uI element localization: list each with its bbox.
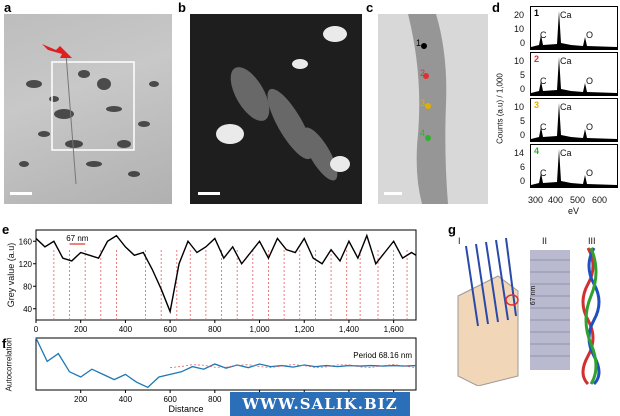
point-label-3: 3 bbox=[420, 98, 426, 108]
panel-label-a: a bbox=[4, 0, 12, 15]
point-label-4: 4 bbox=[420, 128, 426, 138]
profile-xtick-label: 0 bbox=[34, 325, 39, 334]
profile-xtick-label: 1,600 bbox=[384, 325, 405, 334]
spectra-xtick-300: 300 bbox=[528, 195, 544, 205]
profile-xtick-label: 1,200 bbox=[294, 325, 315, 334]
panel-label-f: f bbox=[2, 336, 7, 351]
spectra-ylabel: Counts (a.u) / 1,000 bbox=[495, 73, 505, 144]
autocorr-xtick-label: 200 bbox=[74, 395, 88, 404]
spectra-xlabel: eV bbox=[568, 206, 580, 216]
profile-frame bbox=[35, 229, 417, 321]
spectrum-3-ytick: 5 bbox=[520, 116, 526, 126]
period-annotation: 67 nm bbox=[66, 234, 89, 243]
schematic-label-I: I bbox=[458, 236, 461, 246]
autocorr-line bbox=[35, 337, 417, 389]
panel-label-d: d bbox=[492, 0, 500, 15]
spectrum-4-ytick: 14 bbox=[514, 148, 525, 158]
spectrum-1-ytick: 10 bbox=[514, 24, 525, 34]
spectrum-2-peak-c: C bbox=[540, 76, 547, 86]
tem-texture-b bbox=[216, 26, 350, 181]
autocorr-xtick-label: 800 bbox=[208, 395, 222, 404]
period-fit-line bbox=[170, 364, 417, 369]
panel-label-g: g bbox=[448, 222, 456, 237]
profile-xtick-label: 200 bbox=[74, 325, 88, 334]
point-label-2: 2 bbox=[420, 68, 426, 78]
tem-texture-a bbox=[19, 44, 159, 185]
collagen-schematic: I II III 67 nm bbox=[448, 236, 620, 387]
autocorr-xlabel: Distance bbox=[168, 404, 203, 414]
spectrum-4 bbox=[530, 144, 618, 188]
spectrum-index-1: 1 bbox=[534, 8, 540, 18]
spectrum-3 bbox=[530, 98, 618, 142]
tem-texture-c bbox=[408, 14, 448, 204]
autocorr-xtick-label: 600 bbox=[163, 395, 177, 404]
tem-image-a bbox=[4, 14, 172, 204]
panel-label-c: c bbox=[366, 0, 374, 15]
grey-value-line bbox=[35, 233, 417, 315]
panel-label-b: b bbox=[178, 0, 186, 15]
spectrum-3-ytick: 0 bbox=[520, 130, 526, 140]
panel-label-e: e bbox=[2, 222, 10, 237]
point-label-1: 1 bbox=[416, 38, 422, 48]
spectrum-index-4: 4 bbox=[534, 146, 540, 156]
spectrum-1-ytick: 0 bbox=[520, 38, 526, 48]
spectra-xtick-500: 500 bbox=[570, 195, 586, 205]
schematic-drawing bbox=[457, 237, 601, 387]
scale-bar-a bbox=[10, 192, 32, 195]
autocorr-xtick-label: 400 bbox=[119, 395, 133, 404]
autocorr-frame bbox=[35, 337, 417, 391]
profile-xtick-label: 400 bbox=[119, 325, 133, 334]
spectrum-1-peak-o: O bbox=[586, 30, 594, 40]
spectrum-3-peak-o: O bbox=[586, 122, 594, 132]
spectrum-4-peak-c: C bbox=[540, 168, 547, 178]
profile-xtick-label: 1,400 bbox=[339, 325, 360, 334]
spectrum-2-ytick: 0 bbox=[520, 84, 526, 94]
spectrum-2-ytick: 5 bbox=[520, 70, 526, 80]
spectrum-1-peak-c: C bbox=[540, 30, 547, 40]
profile-xtick-label: 600 bbox=[163, 325, 177, 334]
spectrum-2-ytick: 10 bbox=[514, 56, 525, 66]
profile-xtick-label: 800 bbox=[208, 325, 222, 334]
spectrum-1-peak-ca: Ca bbox=[560, 10, 572, 20]
spectrum-3-peak-c: C bbox=[540, 122, 547, 132]
tem-image-b bbox=[190, 14, 362, 204]
spectrum-4-peak-o: O bbox=[586, 168, 594, 178]
autocorr-period-annotation: Period 68.16 nm bbox=[353, 351, 412, 360]
schematic-label-II: II bbox=[542, 236, 548, 246]
schematic-label-III: III bbox=[588, 236, 596, 246]
spectrum-4-ytick: 6 bbox=[520, 162, 526, 172]
profile-ytick-label: 160 bbox=[19, 237, 33, 246]
spectrum-3-peak-ca: Ca bbox=[560, 102, 572, 112]
spectrum-2-peak-o: O bbox=[586, 76, 594, 86]
profile-ytick-label: 40 bbox=[23, 305, 32, 314]
spectrum-4-peak-ca: Ca bbox=[560, 148, 572, 158]
grey-value-chart: 40 80 120 160 0 200 400 600 800 1,000 1,200 1,400 1,… bbox=[19, 229, 417, 334]
scale-bar-b bbox=[198, 192, 220, 195]
profile-ytick-label: 120 bbox=[19, 260, 33, 269]
spectrum-1 bbox=[530, 6, 618, 50]
schematic-67nm: 67 nm bbox=[530, 285, 538, 306]
spectra-xtick-400: 400 bbox=[548, 195, 564, 205]
spectrum-2 bbox=[530, 52, 618, 96]
spectrum-index-2: 2 bbox=[534, 54, 540, 64]
profile-xtick-label: 1,000 bbox=[250, 325, 271, 334]
scale-bar-c bbox=[384, 192, 402, 195]
spectrum-4-ytick: 0 bbox=[520, 176, 526, 186]
tem-image-c bbox=[378, 14, 488, 204]
spectrum-2-peak-ca: Ca bbox=[560, 56, 572, 66]
spectrum-3-ytick: 10 bbox=[514, 102, 525, 112]
spectrum-1-ytick: 20 bbox=[514, 10, 525, 20]
watermark: WWW.SALIK.BIZ bbox=[230, 392, 410, 416]
profile-ytick-label: 80 bbox=[23, 282, 32, 291]
spectra-xtick-600: 600 bbox=[592, 195, 608, 205]
spectrum-index-3: 3 bbox=[534, 100, 540, 110]
